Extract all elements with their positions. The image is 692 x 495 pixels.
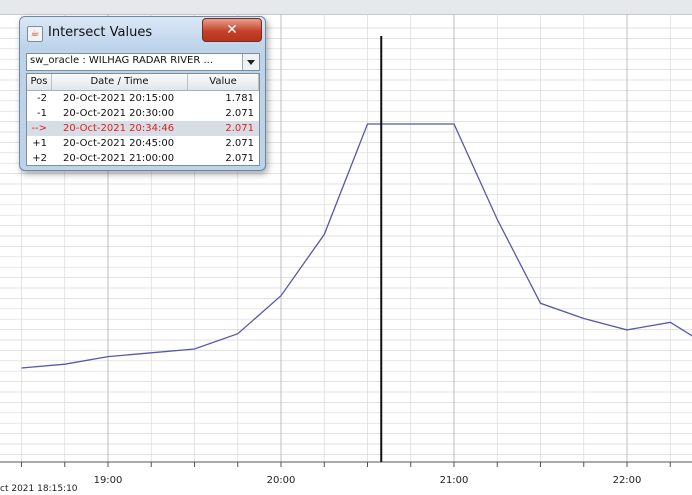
row-datetime: 20-Oct-2021 20:34:46 [63,123,175,134]
x-tick-label: 21:00 [440,475,469,486]
table-header: Pos Date / Time Value [27,74,259,91]
column-header-datetime[interactable]: Date / Time [52,74,188,90]
row-datetime: 20-Oct-2021 20:30:00 [63,108,175,119]
row-datetime: 20-Oct-2021 21:00:00 [63,153,175,164]
x-axis-ticks: 19:00 20:00 21:00 22:00 [21,462,671,486]
chevron-down-icon[interactable] [242,54,259,70]
top-toolbar-strip [0,0,692,15]
row-datetime: 20-Oct-2021 20:15:00 [63,93,175,104]
table-row[interactable]: -1 20-Oct-2021 20:30:00 2.071 [27,106,259,121]
row-value: 1.781 [225,93,254,104]
x-axis-start-label: ct 2021 18:15:10 [0,484,78,494]
row-value: 2.071 [225,123,254,134]
row-datetime: 20-Oct-2021 20:45:00 [63,138,175,149]
table-row[interactable]: -2 20-Oct-2021 20:15:00 1.781 [27,91,259,106]
column-header-value[interactable]: Value [188,74,259,90]
column-header-pos[interactable]: Pos [27,74,52,90]
table-row[interactable]: +1 20-Oct-2021 20:45:00 2.071 [27,136,259,151]
row-pos: -2 [37,93,47,104]
dialog-title: Intersect Values [48,25,153,40]
row-pos: +1 [32,138,47,149]
table-row[interactable]: +2 20-Oct-2021 21:00:00 2.071 [27,151,259,165]
row-value: 2.071 [225,138,254,149]
series-selector[interactable]: sw_oracle : WILHAG RADAR RIVER ... [26,53,260,71]
x-tick-label: 19:00 [94,475,123,486]
row-pos: -1 [37,108,47,119]
x-tick-label: 22:00 [613,475,642,486]
row-pos: --> [31,123,47,134]
java-cup-icon: ☕ [27,26,43,42]
table-row-current[interactable]: --> 20-Oct-2021 20:34:46 2.071 [27,121,259,136]
intersect-values-table[interactable]: Pos Date / Time Value -2 20-Oct-2021 20:… [26,73,260,166]
series-selector-value: sw_oracle : WILHAG RADAR RIVER ... [30,55,214,66]
series-line [21,123,692,369]
close-button[interactable]: ✕ [202,18,262,42]
row-value: 2.071 [225,153,254,164]
intersect-values-dialog[interactable]: ☕ Intersect Values ✕ sw_oracle : WILHAG … [19,16,266,171]
row-pos: +2 [32,153,47,164]
x-tick-label: 20:00 [267,475,296,486]
row-value: 2.071 [225,108,254,119]
